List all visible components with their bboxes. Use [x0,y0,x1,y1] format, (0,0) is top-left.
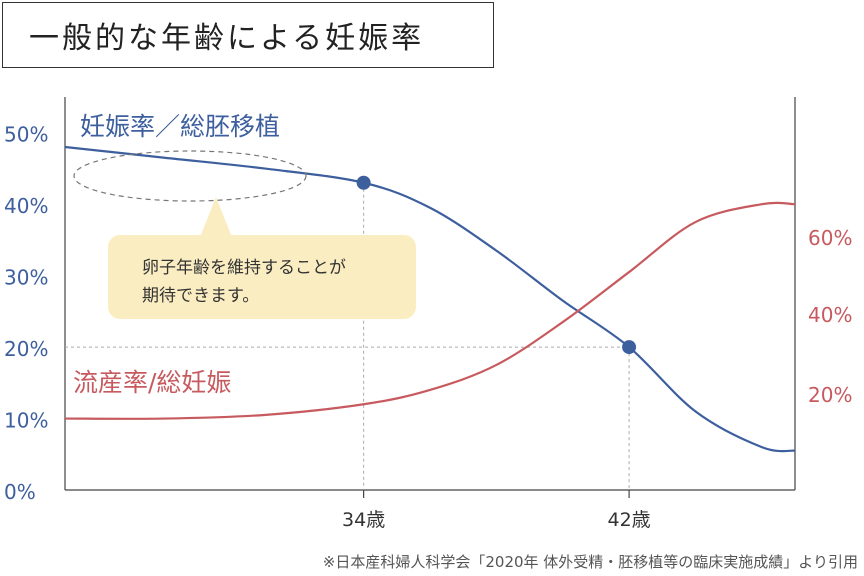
y-left-tick-label: 20% [4,337,48,361]
series-line-pregnancy-rate [64,145,796,453]
x-tick-label: 34歳 [342,509,385,531]
series-marker [356,175,371,190]
x-tick-label: 42歳 [607,509,650,531]
title-box: 一般的な年齢による妊娠率 [2,2,494,68]
highlight-ellipse [73,150,307,202]
page-title: 一般的な年齢による妊娠率 [29,21,425,56]
callout-text-line: 期待できます。 [142,286,259,306]
y-right-tick-label: 20% [808,383,852,407]
y-right-tick-label: 40% [808,303,852,327]
series-marker [622,340,637,355]
y-left-tick-label: 50% [4,123,48,147]
series-line-miscarriage-rate [64,201,796,420]
y-left-tick-label: 30% [4,266,48,290]
y-left-tick-label: 40% [4,194,48,218]
callout-text-line: 卵子年齢を維持することが [142,258,346,278]
series-label-pregnancy-rate: 妊娠率／総胚移植 [80,112,280,141]
y-left-tick-label: 10% [4,409,48,433]
y-left-tick-label: 0% [4,480,36,504]
callout-pointer [200,197,232,237]
series-label-miscarriage-rate: 流産率/総妊娠 [73,368,231,397]
source-note: ※日本産科婦人科学会「2020年 体外受精・胚移植等の臨床実施成績」より引用 [322,553,858,571]
y-right-tick-label: 60% [808,226,852,250]
callout-bubble [108,235,416,319]
